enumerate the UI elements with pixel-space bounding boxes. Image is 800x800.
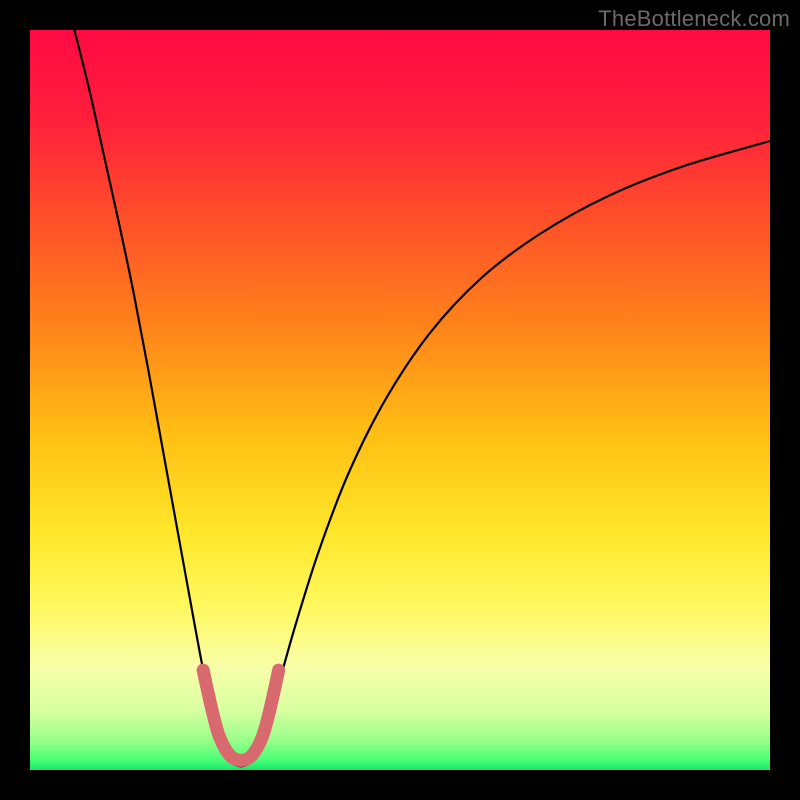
bottleneck-chart [0, 0, 800, 800]
watermark-text: TheBottleneck.com [598, 6, 790, 32]
plot-background [30, 30, 770, 770]
chart-frame [0, 0, 800, 800]
